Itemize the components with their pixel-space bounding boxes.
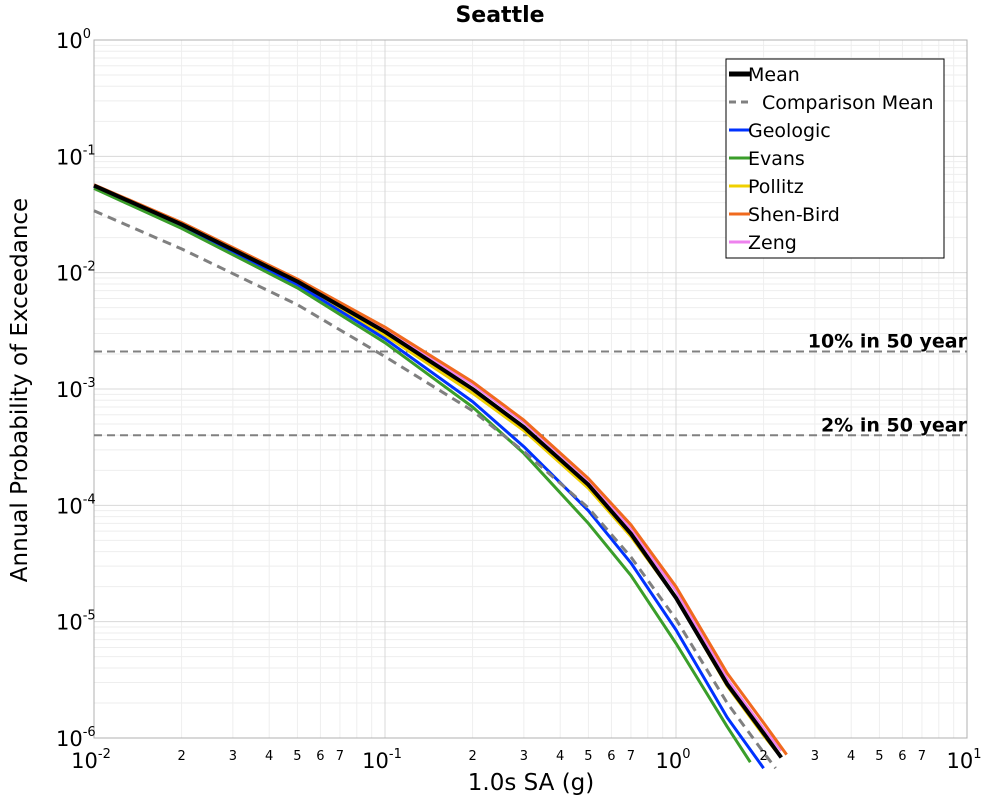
chart-title: Seattle [455, 3, 544, 28]
legend-entry-label: Mean [748, 64, 800, 86]
series-line-shen-bird [93, 183, 788, 756]
y-axis-label: Annual Probability of Exceedance [7, 198, 33, 582]
y-tick-label: 10-4 [56, 492, 96, 518]
series-lines [93, 183, 788, 770]
x-minor-tick-label: 4 [265, 749, 273, 764]
y-tick-label: 10-1 [56, 143, 96, 169]
x-minor-tick-label: 5 [875, 749, 883, 764]
series-line-pollitz [93, 185, 777, 752]
x-tick-label: 100 [655, 747, 690, 773]
series-line-zeng [93, 183, 783, 752]
series-line-mean [93, 183, 783, 759]
x-minor-tick-label: 7 [918, 749, 926, 764]
x-minor-tick-label: 2 [468, 749, 476, 764]
legend-entry-label: Evans [748, 148, 805, 170]
x-minor-tick-label: 4 [847, 749, 855, 764]
legend-box [725, 58, 945, 259]
x-tick-label: 10-2 [71, 747, 111, 773]
x-minor-tick-label: 2 [177, 749, 185, 764]
x-axis-label: 1.0s SA (g) [468, 770, 595, 796]
legend-entry-label: Shen-Bird [748, 204, 840, 226]
legend-entry-label: Zeng [748, 232, 797, 254]
x-minor-tick-label: 5 [293, 749, 301, 764]
x-tick-label: 101 [946, 747, 981, 773]
x-minor-tick-label: 7 [627, 749, 635, 764]
x-minor-tick-label: 2 [759, 749, 767, 764]
y-tick-label: 10-6 [56, 725, 96, 751]
x-minor-tick-label: 7 [336, 749, 344, 764]
x-tick-label: 10-1 [362, 747, 402, 773]
legend-entry-label: Geologic [748, 120, 831, 142]
x-minor-tick-label: 3 [520, 749, 528, 764]
x-minor-tick-label: 6 [898, 749, 906, 764]
series-line-geologic [93, 185, 765, 770]
x-minor-tick-label: 6 [607, 749, 615, 764]
legend: Mean Comparison Mean Geologic Evans Pollitz S… [725, 58, 945, 259]
y-tick-label: 100 [56, 27, 91, 53]
x-minor-tick-label: 5 [584, 749, 592, 764]
series-line-evans [93, 187, 752, 764]
y-tick-label: 10-3 [56, 376, 96, 402]
x-minor-tick-label: 4 [556, 749, 564, 764]
y-tick-label: 10-5 [56, 609, 96, 635]
reference-line-label: 10% in 50 year [808, 331, 968, 353]
legend-entry-label: Pollitz [748, 176, 804, 198]
x-minor-tick-label: 3 [229, 749, 237, 764]
reference-line-label: 2% in 50 year [821, 414, 968, 436]
legend-entry-label: Comparison Mean [762, 92, 934, 114]
plot-area-frame [93, 39, 968, 739]
y-tick-label: 10-2 [56, 260, 96, 286]
series-line-comparison-mean [93, 209, 777, 770]
x-minor-tick-label: 3 [811, 749, 819, 764]
y-axis-tick-labels: 100 10-1 10-2 10-3 10-4 10-5 10-6 [56, 27, 96, 751]
x-minor-tick-label: 6 [316, 749, 324, 764]
reference-lines: 10% in 50 year 2% in 50 year [94, 331, 968, 437]
